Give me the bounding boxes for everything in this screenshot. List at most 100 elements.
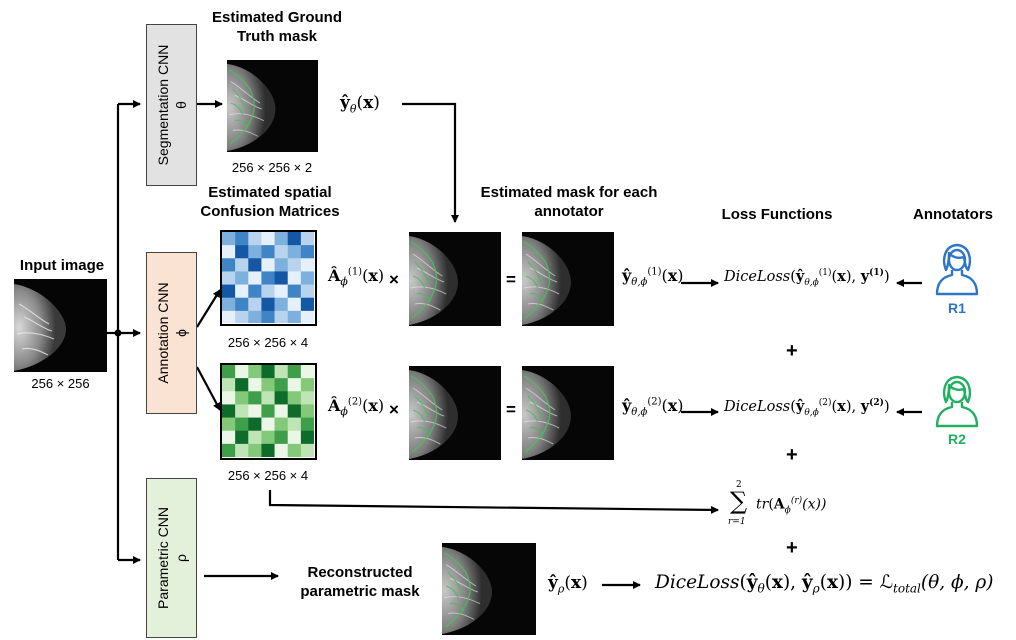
cm-cell xyxy=(301,404,314,417)
row2-loss: DiceLoss(ŷθ,ϕ(2)(x), y(2)) xyxy=(724,398,890,418)
seg-title: Estimated Ground Truth mask xyxy=(202,8,352,46)
cm-cell xyxy=(222,311,235,323)
segmentation-cnn-name: Segmentation CNN xyxy=(154,45,172,166)
cm-cell xyxy=(288,418,301,431)
cm-cell xyxy=(235,271,248,284)
row1-times: × xyxy=(389,270,399,290)
cm-cell xyxy=(222,232,235,245)
cm-cell xyxy=(288,232,301,245)
annotator-r1-label: R1 xyxy=(932,300,982,316)
input-dim: 256 × 256 xyxy=(14,376,107,391)
loss-title: Loss Functions xyxy=(712,205,842,224)
cm-cell xyxy=(248,298,261,311)
cm-cell xyxy=(288,311,301,323)
mask-title: Estimated mask for each annotator xyxy=(464,183,674,221)
cm-cell xyxy=(248,311,261,323)
parametric-cnn-box: Parametric CNN ρ xyxy=(146,478,197,638)
recon-output-label: ŷρ(x) xyxy=(548,573,588,595)
cm-cell xyxy=(261,271,274,284)
segmentation-cnn-box: Segmentation CNN θ xyxy=(146,24,197,186)
cm-cell xyxy=(222,391,235,404)
cm-cell xyxy=(275,311,288,323)
plus-2: + xyxy=(786,444,798,467)
cm-cell xyxy=(288,365,301,378)
cm-cell xyxy=(222,378,235,391)
cm-cell xyxy=(222,418,235,431)
cm-cell xyxy=(288,404,301,417)
cm-cell xyxy=(275,404,288,417)
cm-cell xyxy=(301,258,314,271)
cm-cell xyxy=(301,245,314,258)
cm-cell xyxy=(275,232,288,245)
cm-cell xyxy=(248,431,261,444)
confusion-matrix-2 xyxy=(220,363,317,460)
cm-cell xyxy=(222,271,235,284)
seg-dim: 256 × 256 × 2 xyxy=(222,160,322,175)
cm-cell xyxy=(235,232,248,245)
cm-cell xyxy=(301,271,314,284)
cm-cell xyxy=(261,444,274,457)
cm-cell xyxy=(275,285,288,298)
cm-cell xyxy=(275,391,288,404)
input-image-row2 xyxy=(409,366,501,460)
row1-A-label: Âϕ(1)(x) xyxy=(328,266,384,288)
cm-cell xyxy=(288,285,301,298)
cm-cell xyxy=(261,285,274,298)
cm-cell xyxy=(235,285,248,298)
cm-cell xyxy=(301,285,314,298)
cm-cell xyxy=(248,404,261,417)
cm-cell xyxy=(248,232,261,245)
cm-cell xyxy=(275,298,288,311)
cm-cell xyxy=(248,444,261,457)
cm-cell xyxy=(301,232,314,245)
recon-title: Reconstructed parametric mask xyxy=(290,563,430,601)
cm-cell xyxy=(261,418,274,431)
cm-cell xyxy=(288,444,301,457)
parametric-cnn-name: Parametric CNN xyxy=(154,507,172,609)
row2-A-label: Âϕ(2)(x) xyxy=(328,396,384,418)
cm-cell xyxy=(248,245,261,258)
cm-cell xyxy=(301,311,314,323)
row2-equals: = xyxy=(506,400,516,420)
cm-cell xyxy=(222,444,235,457)
cm-cell xyxy=(275,378,288,391)
cm-cell xyxy=(222,285,235,298)
cm-cell xyxy=(261,391,274,404)
cm-cell xyxy=(222,431,235,444)
cm-cell xyxy=(248,391,261,404)
cm-cell xyxy=(275,271,288,284)
cm-cell xyxy=(222,365,235,378)
cm-cell xyxy=(275,365,288,378)
cm-cell xyxy=(301,298,314,311)
gt-mask-image xyxy=(227,60,318,152)
cm-cell xyxy=(261,404,274,417)
plus-1: + xyxy=(786,340,798,363)
cm-cell xyxy=(235,365,248,378)
cm-cell xyxy=(288,391,301,404)
cm-cell xyxy=(275,258,288,271)
cm-cell xyxy=(248,378,261,391)
cm-cell xyxy=(248,285,261,298)
cm-cell xyxy=(235,404,248,417)
cm-cell xyxy=(261,298,274,311)
cm-cell xyxy=(275,444,288,457)
cm-cell xyxy=(261,365,274,378)
cm-cell xyxy=(288,298,301,311)
row1-equals: = xyxy=(506,270,516,290)
cm-cell xyxy=(248,258,261,271)
cm-cell xyxy=(261,232,274,245)
cm-cell xyxy=(248,418,261,431)
cm-cell xyxy=(288,271,301,284)
cm-cell xyxy=(235,245,248,258)
annotator-r2-label: R2 xyxy=(932,431,982,447)
cm-cell xyxy=(288,245,301,258)
cm-cell xyxy=(288,258,301,271)
cm-cell xyxy=(235,258,248,271)
cm-cell xyxy=(222,298,235,311)
cm-cell xyxy=(261,431,274,444)
final-loss: DiceLoss(ŷθ(x), ŷρ(x)) = ℒtotal(θ, ϕ, ρ) xyxy=(655,572,993,596)
cm-cell xyxy=(222,404,235,417)
annotator-mask-1 xyxy=(522,232,614,326)
annotators-title: Annotators xyxy=(898,205,1008,224)
annotation-cnn-symbol: ϕ xyxy=(172,282,190,383)
